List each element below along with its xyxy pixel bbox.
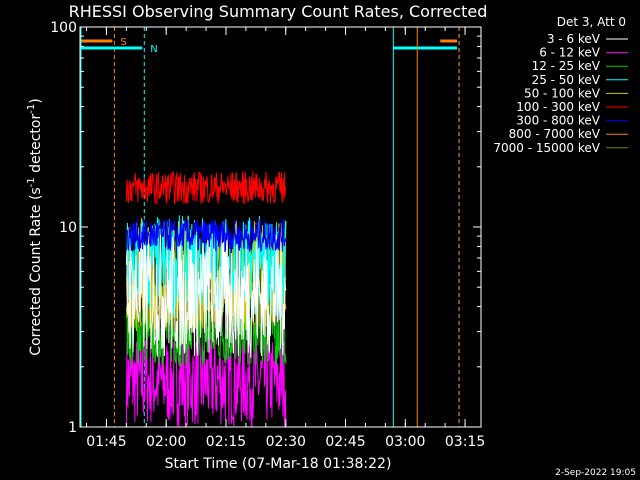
legend-label: 25 - 50 keV bbox=[532, 73, 601, 87]
date-stamp: 2-Sep-2022 19:05 bbox=[555, 468, 636, 478]
flag-label: S bbox=[120, 37, 126, 48]
x-tick-label: 03:00 bbox=[385, 434, 425, 450]
y-tick-label: 1 bbox=[68, 420, 77, 436]
chart-title: RHESSI Observing Summary Count Rates, Co… bbox=[69, 2, 488, 21]
x-axis-label: Start Time (07-Mar-18 01:38:22) bbox=[165, 456, 392, 472]
legend-label: 300 - 800 keV bbox=[516, 114, 600, 128]
legend-header: Det 3, Att 0 bbox=[557, 15, 626, 29]
series-group bbox=[125, 171, 287, 428]
y-tick-label: 100 bbox=[50, 20, 77, 36]
flag-label: N bbox=[150, 44, 157, 55]
series-line-300-800kev bbox=[125, 218, 287, 253]
legend-label: 12 - 25 keV bbox=[532, 59, 601, 73]
series-line-3-6kev bbox=[125, 232, 287, 359]
x-tick-label: 02:00 bbox=[146, 434, 186, 450]
legend-label: 800 - 7000 keV bbox=[509, 127, 601, 141]
series-line-100-300kev bbox=[125, 171, 286, 205]
legend-label: 6 - 12 keV bbox=[539, 46, 601, 60]
x-tick-label: 02:30 bbox=[266, 434, 306, 450]
legend-label: 100 - 300 keV bbox=[516, 100, 600, 114]
x-tick-label: 02:15 bbox=[206, 434, 246, 450]
axis-ticks: 01:45 02:00 02:15 02:30 02:45 03:00 03:15 1 10 10… bbox=[50, 20, 485, 450]
x-tick-label: 02:45 bbox=[325, 434, 365, 450]
y-tick-label: 10 bbox=[59, 220, 77, 236]
legend-label: 3 - 6 keV bbox=[547, 32, 601, 46]
x-tick-label: 01:45 bbox=[86, 434, 126, 450]
legend-label: 50 - 100 keV bbox=[524, 86, 601, 100]
y-axis-label: Corrected Count Rate (s-1 detector-1) bbox=[26, 98, 44, 355]
x-tick-label: 03:15 bbox=[445, 434, 485, 450]
legend-label: 7000 - 15000 keV bbox=[493, 141, 600, 155]
